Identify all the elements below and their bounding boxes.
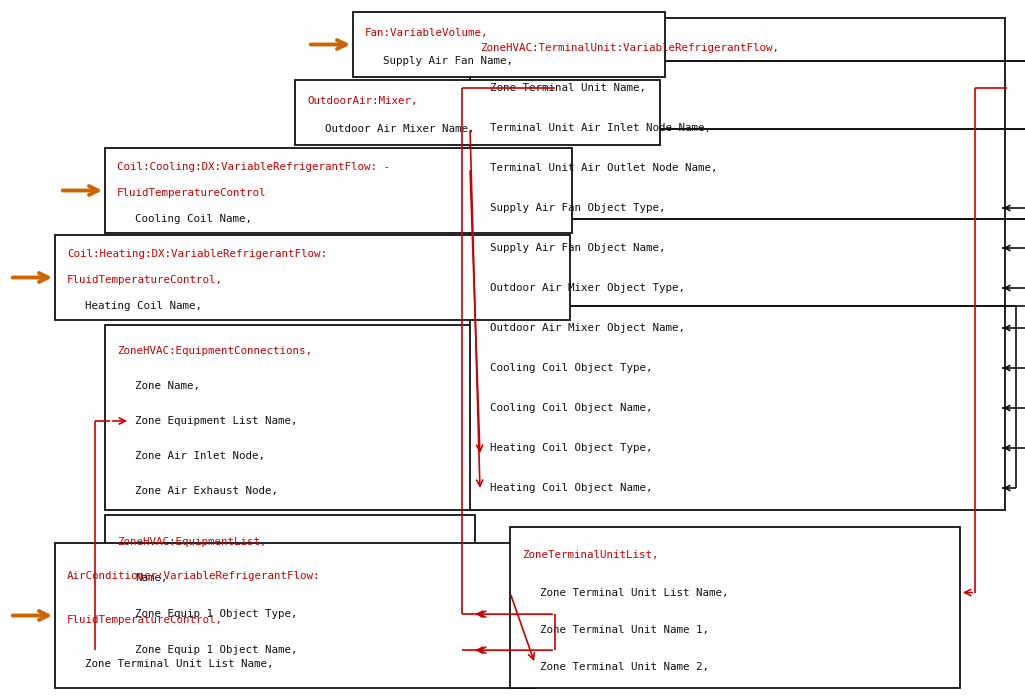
Text: Terminal Unit Air Inlet Node Name,: Terminal Unit Air Inlet Node Name, bbox=[490, 123, 711, 133]
Text: FluidTemperatureControl,: FluidTemperatureControl, bbox=[67, 275, 223, 285]
Bar bbox=[105, 148, 572, 233]
Bar bbox=[295, 80, 660, 145]
Text: Fan:VariableVolume,: Fan:VariableVolume, bbox=[365, 28, 489, 38]
Text: Outdoor Air Mixer Object Name,: Outdoor Air Mixer Object Name, bbox=[490, 323, 685, 333]
Text: Terminal Unit Air Outlet Node Name,: Terminal Unit Air Outlet Node Name, bbox=[490, 163, 718, 173]
Bar bbox=[105, 325, 480, 510]
Text: Zone Terminal Unit List Name,: Zone Terminal Unit List Name, bbox=[540, 588, 729, 597]
Text: Zone Equip 1 Object Type,: Zone Equip 1 Object Type, bbox=[135, 609, 297, 619]
Text: Zone Terminal Unit List Name,: Zone Terminal Unit List Name, bbox=[85, 659, 274, 669]
Text: Zone Terminal Unit Name,: Zone Terminal Unit Name, bbox=[490, 83, 646, 93]
Bar bbox=[55, 543, 535, 688]
Text: Coil:Cooling:DX:VariableRefrigerantFlow: -: Coil:Cooling:DX:VariableRefrigerantFlow:… bbox=[117, 162, 390, 172]
Text: OutdoorAir:Mixer,: OutdoorAir:Mixer, bbox=[308, 96, 417, 106]
Text: Name,: Name, bbox=[135, 573, 167, 583]
Text: ZoneHVAC:EquipmentList,: ZoneHVAC:EquipmentList, bbox=[117, 537, 266, 547]
Text: AirConditioner:VariableRefrigerantFlow:: AirConditioner:VariableRefrigerantFlow: bbox=[67, 571, 321, 581]
Text: Cooling Coil Name,: Cooling Coil Name, bbox=[135, 214, 252, 224]
Text: Cooling Coil Object Name,: Cooling Coil Object Name, bbox=[490, 403, 653, 413]
Text: Outdoor Air Mixer Name,: Outdoor Air Mixer Name, bbox=[325, 125, 475, 135]
Bar bbox=[510, 527, 960, 688]
Text: ZoneHVAC:EquipmentConnections,: ZoneHVAC:EquipmentConnections, bbox=[117, 346, 312, 356]
Text: Coil:Heating:DX:VariableRefrigerantFlow:: Coil:Heating:DX:VariableRefrigerantFlow: bbox=[67, 250, 327, 259]
Text: Heating Coil Object Type,: Heating Coil Object Type, bbox=[490, 443, 653, 453]
Text: FluidTemperatureControl,: FluidTemperatureControl, bbox=[67, 615, 223, 625]
Bar bbox=[353, 12, 665, 77]
Bar bbox=[55, 235, 570, 320]
Text: Zone Terminal Unit Name 1,: Zone Terminal Unit Name 1, bbox=[540, 625, 709, 635]
Text: FluidTemperatureControl: FluidTemperatureControl bbox=[117, 188, 266, 198]
Text: Zone Air Exhaust Node,: Zone Air Exhaust Node, bbox=[135, 486, 278, 496]
Text: ZoneTerminalUnitList,: ZoneTerminalUnitList, bbox=[522, 550, 658, 560]
Text: Zone Equip 1 Object Name,: Zone Equip 1 Object Name, bbox=[135, 645, 297, 655]
Text: Zone Terminal Unit Name 2,: Zone Terminal Unit Name 2, bbox=[540, 662, 709, 673]
Bar bbox=[105, 515, 475, 670]
Text: Supply Air Fan Object Type,: Supply Air Fan Object Type, bbox=[490, 203, 665, 213]
Bar bbox=[470, 18, 1004, 510]
Text: Zone Name,: Zone Name, bbox=[135, 381, 200, 391]
Text: Zone Equipment List Name,: Zone Equipment List Name, bbox=[135, 416, 297, 426]
Text: Cooling Coil Object Type,: Cooling Coil Object Type, bbox=[490, 363, 653, 373]
Text: Supply Air Fan Object Name,: Supply Air Fan Object Name, bbox=[490, 243, 665, 253]
Text: Heating Coil Name,: Heating Coil Name, bbox=[85, 301, 202, 311]
Text: Heating Coil Object Name,: Heating Coil Object Name, bbox=[490, 483, 653, 493]
Text: ZoneHVAC:TerminalUnit:VariableRefrigerantFlow,: ZoneHVAC:TerminalUnit:VariableRefrigeran… bbox=[480, 43, 779, 53]
Text: Zone Air Inlet Node,: Zone Air Inlet Node, bbox=[135, 451, 265, 461]
Text: Outdoor Air Mixer Object Type,: Outdoor Air Mixer Object Type, bbox=[490, 283, 685, 293]
Text: Supply Air Fan Name,: Supply Air Fan Name, bbox=[383, 56, 512, 66]
